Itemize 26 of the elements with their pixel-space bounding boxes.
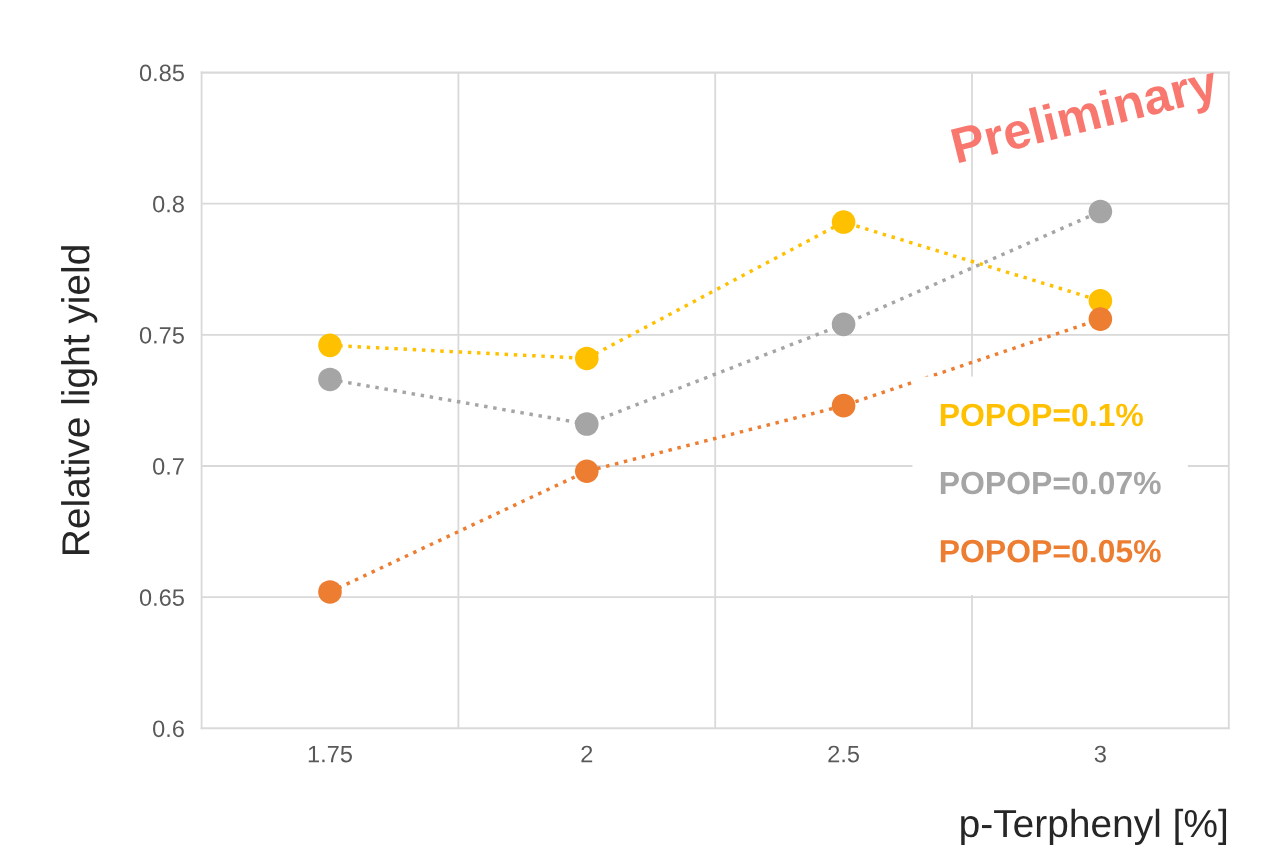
y-axis-title: Relative light yield [61,246,98,554]
point [318,367,342,392]
x-tick-label: 3 [1094,745,1106,763]
point [574,412,599,436]
point [831,312,856,337]
text: POPOP=0.05% [940,539,1161,563]
y-tick-label: 0.7 [153,458,184,475]
y-tick-label: 0.75 [139,326,184,344]
y-tick-label: 0.65 [139,589,184,606]
point [318,333,342,358]
x-tick-label: 2 [581,745,593,763]
text: POPOP=0.07% [940,471,1161,495]
point [1088,307,1113,331]
point [1088,199,1113,224]
y-tick-label: 0.8 [153,195,184,213]
point [831,393,856,418]
point [318,580,342,604]
point [831,210,856,234]
point [574,459,599,484]
x-tick-label: 1.75 [308,745,352,763]
point [574,346,599,371]
x-axis-title: p-Terphenyl [%] [961,808,1227,845]
y-tick-label: 0.6 [153,720,184,738]
x-tick-label: 2.5 [828,745,860,763]
y-tick-label: 0.85 [139,64,184,82]
text: POPOP=0.1% [940,403,1143,427]
